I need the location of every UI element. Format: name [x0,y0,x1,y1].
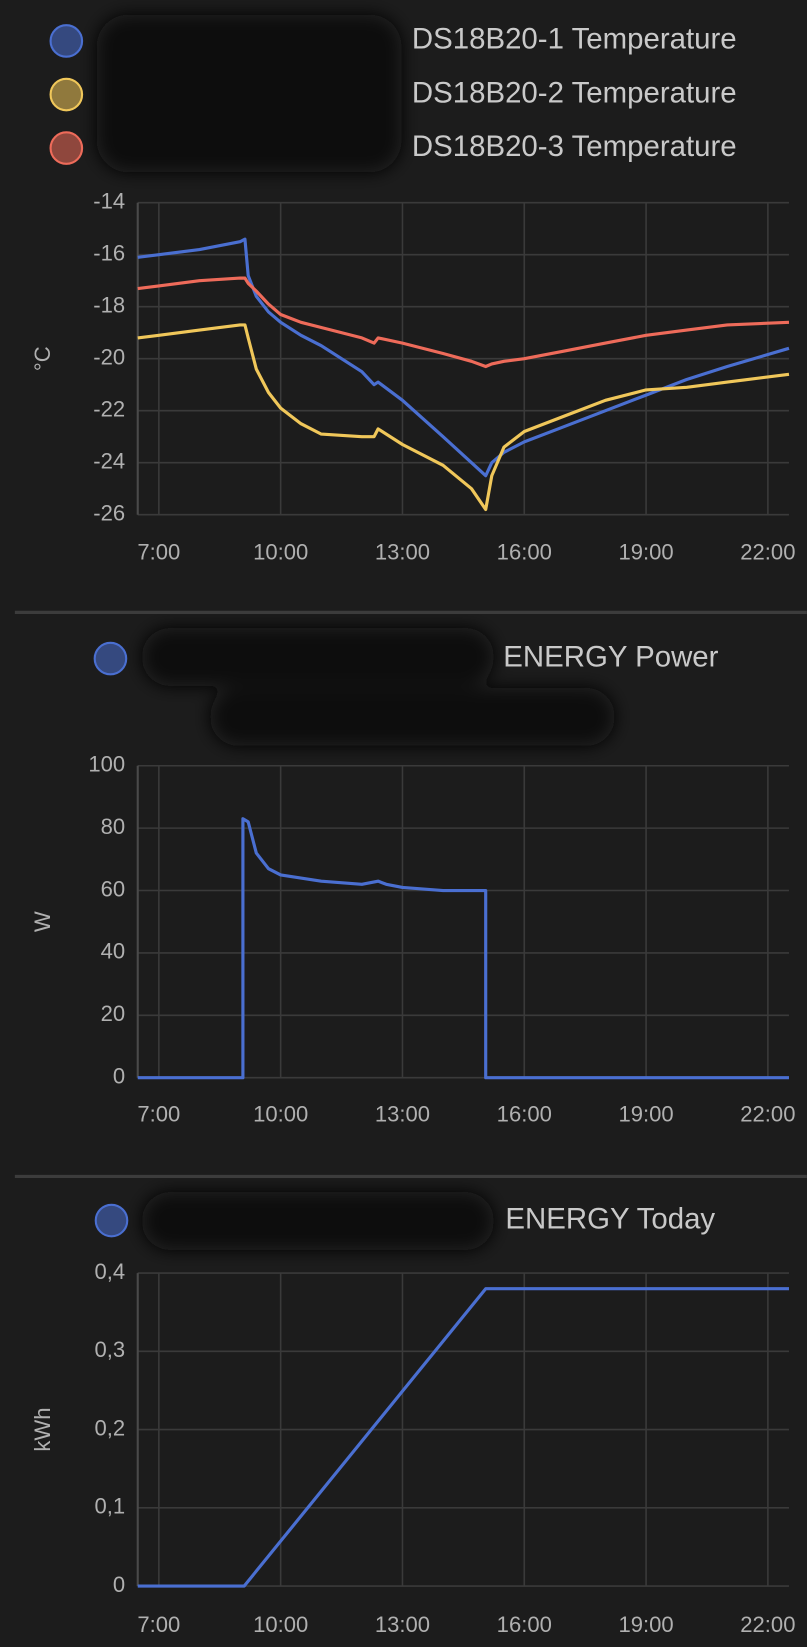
legend-marker[interactable] [49,24,84,58]
data-line [137,276,790,369]
y-tick-label: 100 [88,752,125,777]
y-tick-label: 0,3 [94,1337,125,1362]
y-tick-label: 0 [113,1572,125,1597]
y-tick-label: -22 [93,397,125,422]
legend-marker[interactable] [93,641,128,676]
legend-marker[interactable] [49,131,84,165]
y-tick-label: -18 [93,293,125,318]
y-tick-label: -16 [93,241,125,266]
y-tick-label: 20 [101,1001,126,1026]
y-tick-label: -14 [93,189,125,214]
y-tick-label: 40 [101,939,126,964]
legend-marker[interactable] [49,77,84,112]
redaction [141,628,494,686]
data-line [137,237,790,478]
redaction [96,14,402,173]
x-tick-label: 13:00 [375,1612,430,1637]
legend-label[interactable]: ENERGY Power [503,640,718,673]
x-tick-label: 19:00 [618,539,673,564]
legend-label[interactable]: ENERGY Today [505,1202,715,1235]
legend-label[interactable]: DS18B20-2 Temperature [412,76,737,109]
x-tick-label: 13:00 [375,539,430,564]
x-tick-label: 19:00 [618,1612,673,1637]
y-axis-title: kWh [30,1408,55,1452]
x-tick-label: 22:00 [740,1612,795,1637]
data-line [137,1287,789,1588]
x-tick-label: 10:00 [253,539,308,564]
y-tick-label: 0,1 [94,1494,125,1519]
redacted-names [96,14,615,1250]
x-tick-label: 16:00 [497,1101,552,1126]
redaction [210,688,615,746]
y-tick-label: -24 [93,449,125,474]
y-tick-label: 80 [101,814,126,839]
x-tick-label: 16:00 [497,539,552,564]
y-tick-label: 0 [113,1064,125,1089]
y-tick-label: 0,2 [94,1415,125,1440]
y-axis-title: °C [30,346,55,371]
y-tick-label: 0,4 [94,1259,125,1284]
x-tick-label: 7:00 [137,1101,180,1126]
data-line [137,323,790,512]
x-tick-label: 13:00 [375,1101,430,1126]
x-tick-label: 10:00 [253,1101,308,1126]
y-tick-label: -26 [93,501,125,526]
x-tick-label: 22:00 [740,1101,795,1126]
legend-marker[interactable] [94,1203,129,1238]
x-tick-label: 22:00 [740,539,795,564]
y-tick-label: 60 [101,876,126,901]
y-axis-title: W [30,911,55,932]
data-line [137,817,789,1080]
redaction [141,1192,494,1250]
legend-label[interactable]: DS18B20-3 Temperature [412,130,737,163]
x-tick-label: 7:00 [137,1612,180,1637]
y-tick-label: -20 [93,345,125,370]
x-tick-label: 7:00 [137,539,180,564]
x-tick-label: 10:00 [253,1612,308,1637]
x-tick-label: 19:00 [618,1101,673,1126]
legend-label[interactable]: DS18B20-1 Temperature [412,23,737,56]
x-tick-label: 16:00 [497,1612,552,1637]
